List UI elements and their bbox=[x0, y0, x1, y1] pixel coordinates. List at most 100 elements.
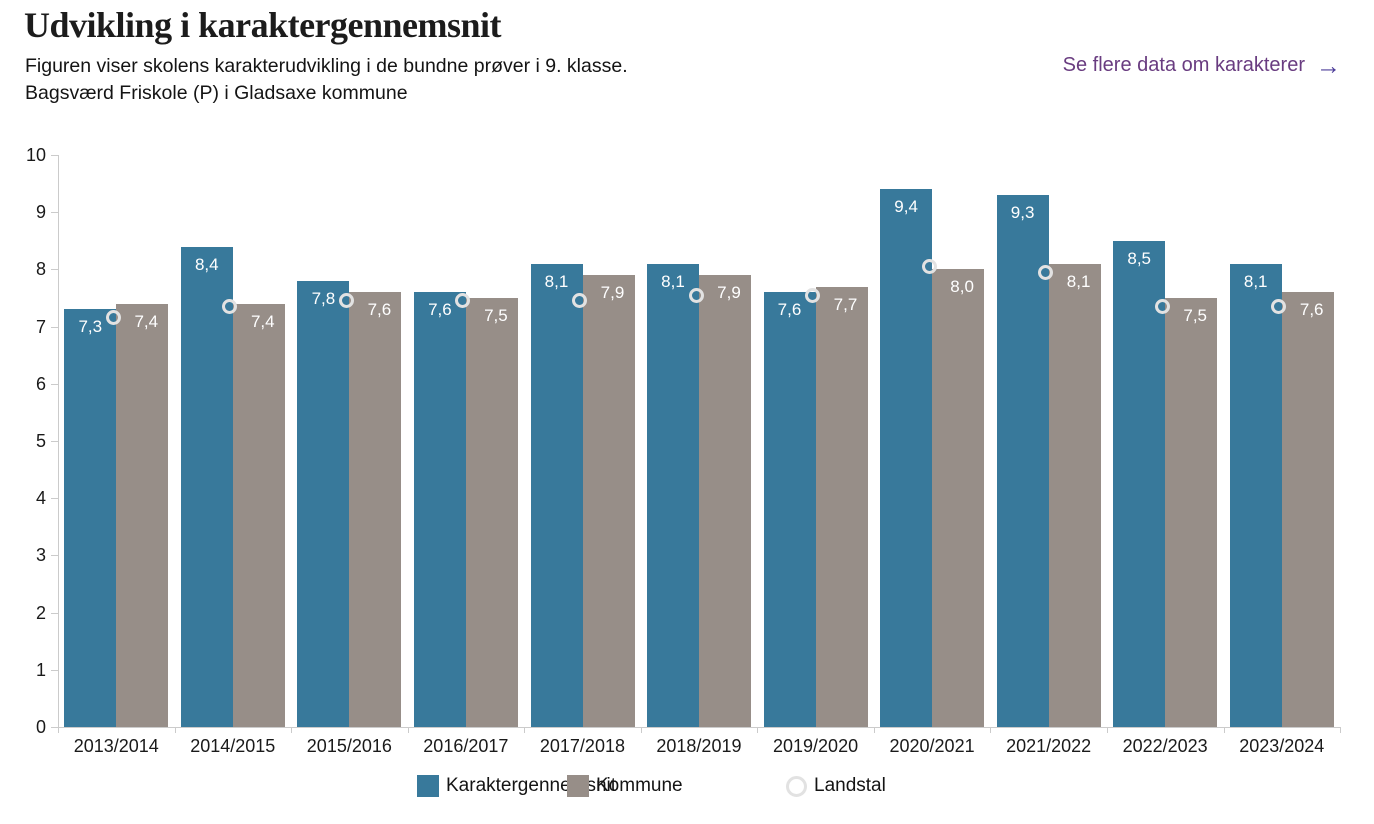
bar-karaktergennemsnit bbox=[996, 195, 1049, 727]
legend-item-landstal: Landstal bbox=[786, 775, 886, 797]
legend-label: Landstal bbox=[814, 775, 886, 796]
bar-value-label: 7,8 bbox=[311, 288, 336, 308]
bar-kommune bbox=[815, 286, 868, 727]
x-axis-label: 2023/2024 bbox=[1239, 736, 1325, 756]
y-tick-label: 2 bbox=[35, 602, 46, 623]
bar-karaktergennemsnit bbox=[413, 292, 466, 727]
bar-value-label: 8,1 bbox=[1066, 271, 1091, 291]
more-data-link[interactable]: Se flere data om karakterer → bbox=[1062, 53, 1341, 78]
bar-kommune bbox=[116, 303, 169, 727]
bar-value-label: 7,6 bbox=[777, 300, 802, 320]
x-axis-label: 2021/2022 bbox=[1006, 736, 1092, 756]
bar-value-label: 7,4 bbox=[134, 311, 159, 331]
bar-kommune bbox=[582, 275, 635, 727]
x-axis-tick bbox=[58, 727, 59, 733]
x-axis-tick bbox=[990, 727, 992, 733]
x-axis-tick bbox=[640, 727, 642, 733]
chart-subtitle: Figuren viser skolens karakterudvikling … bbox=[25, 53, 628, 107]
x-axis-line bbox=[58, 727, 1340, 728]
y-axis-tick bbox=[51, 326, 58, 328]
landstal-marker bbox=[1038, 264, 1054, 280]
bar-value-label: 9,3 bbox=[1010, 203, 1035, 223]
legend-swatch-icon bbox=[417, 775, 439, 797]
y-tick-label: 0 bbox=[35, 717, 46, 737]
x-axis-tick bbox=[524, 727, 526, 733]
page-title: Udvikling i karaktergennemsnit bbox=[24, 5, 502, 45]
landstal-marker bbox=[572, 293, 587, 309]
bar-karaktergennemsnit bbox=[647, 263, 699, 727]
bar-karaktergennemsnit bbox=[530, 263, 583, 727]
landstal-marker bbox=[688, 287, 704, 303]
y-tick-label: 5 bbox=[35, 431, 46, 451]
bar-value-label: 7,6 bbox=[428, 300, 452, 320]
bar-karaktergennemsnit bbox=[1229, 263, 1282, 727]
y-axis-tick bbox=[51, 555, 58, 557]
bar-karaktergennemsnit bbox=[64, 309, 117, 727]
subtitle-line-2: Bagsværd Friskole (P) i Gladsaxe kommune bbox=[25, 82, 408, 104]
landstal-marker bbox=[105, 310, 121, 326]
bar-value-label: 8,4 bbox=[194, 254, 219, 274]
x-axis-tick bbox=[291, 727, 293, 733]
y-axis-tick bbox=[51, 727, 58, 728]
legend-swatch-icon bbox=[567, 775, 589, 797]
y-tick-label: 3 bbox=[35, 545, 46, 566]
y-axis-line bbox=[58, 155, 59, 727]
bar-karaktergennemsnit bbox=[1113, 240, 1166, 727]
bar-value-label: 7,5 bbox=[484, 306, 508, 325]
bar-kommune bbox=[699, 275, 751, 727]
x-axis-label: 2016/2017 bbox=[423, 736, 509, 756]
y-axis-tick bbox=[51, 212, 58, 214]
bar-value-label: 7,4 bbox=[250, 311, 275, 331]
bar-value-label: 8,5 bbox=[1127, 248, 1151, 268]
y-tick-label: 6 bbox=[35, 373, 46, 394]
y-axis-tick bbox=[51, 441, 58, 442]
bar-kommune bbox=[1048, 263, 1101, 727]
landstal-marker bbox=[222, 298, 238, 314]
legend-item-kommune: Kommune bbox=[567, 775, 683, 797]
bar-value-label: 8,1 bbox=[1243, 271, 1268, 291]
x-axis-label: 2015/2016 bbox=[306, 736, 392, 756]
bar-kommune bbox=[465, 298, 518, 727]
landstal-marker bbox=[921, 258, 937, 274]
bar-karaktergennemsnit bbox=[763, 292, 816, 727]
bar-value-label: 9,4 bbox=[894, 197, 918, 217]
x-axis-tick bbox=[757, 727, 759, 733]
y-tick-label: 10 bbox=[25, 145, 46, 165]
bar-karaktergennemsnit bbox=[180, 246, 233, 727]
y-axis-tick bbox=[51, 669, 58, 671]
bar-karaktergennemsnit bbox=[880, 189, 933, 727]
y-tick-label: 7 bbox=[35, 316, 46, 337]
bar-value-label: 7,9 bbox=[717, 283, 741, 303]
y-axis-tick bbox=[51, 155, 58, 156]
bar-karaktergennemsnit bbox=[297, 280, 350, 727]
landstal-marker bbox=[455, 293, 471, 309]
legend-label: Kommune bbox=[596, 775, 683, 796]
x-axis-tick bbox=[407, 727, 409, 733]
more-data-link-label: Se flere data om karakterer bbox=[1062, 54, 1305, 76]
x-axis-label: 2014/2015 bbox=[190, 736, 276, 756]
bar-kommune bbox=[1165, 298, 1218, 727]
y-axis-tick bbox=[51, 612, 58, 614]
x-axis-tick bbox=[873, 727, 875, 733]
x-axis-tick bbox=[1340, 727, 1341, 733]
bar-value-label: 7,9 bbox=[600, 283, 625, 303]
bar-kommune bbox=[932, 269, 985, 727]
bar-value-label: 8,1 bbox=[544, 271, 569, 291]
x-axis-label: 2013/2014 bbox=[73, 736, 159, 756]
bar-kommune bbox=[232, 303, 285, 727]
x-axis-label: 2017/2018 bbox=[539, 736, 625, 756]
landstal-marker bbox=[1154, 298, 1170, 314]
bar-kommune bbox=[349, 292, 402, 727]
bar-value-label: 7,6 bbox=[367, 300, 392, 320]
x-axis-label: 2020/2021 bbox=[889, 736, 975, 756]
x-axis-tick bbox=[1106, 727, 1108, 733]
subtitle-line-1: Figuren viser skolens karakterudvikling … bbox=[25, 55, 628, 77]
bar-value-label: 8,1 bbox=[661, 271, 685, 291]
y-tick-label: 8 bbox=[35, 259, 46, 280]
y-tick-label: 4 bbox=[35, 488, 46, 509]
bar-value-label: 7,7 bbox=[833, 294, 858, 314]
y-axis-tick bbox=[51, 269, 58, 271]
landstal-marker bbox=[805, 287, 820, 303]
